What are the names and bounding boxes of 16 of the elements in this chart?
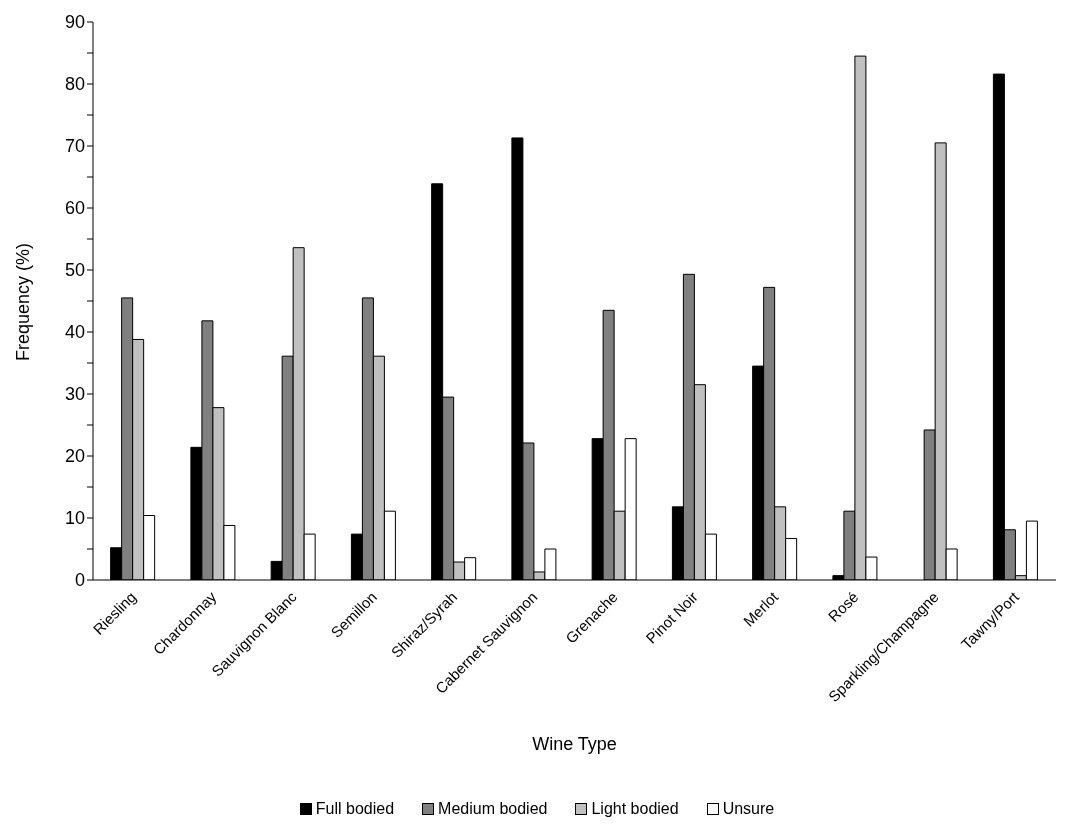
y-tick-label: 0 [74,570,85,591]
y-tick-label: 10 [64,508,85,529]
y-axis-title: Frequency (%) [13,242,34,361]
legend-label: Full bodied [314,800,395,818]
legend-label: Unsure [721,800,775,818]
legend-label: Light bodied [590,800,679,818]
y-tick-label: 90 [64,12,85,33]
y-tick-label: 40 [64,322,85,343]
y-tick-label: 70 [64,136,85,157]
legend-label: Medium bodied [437,800,548,818]
y-tick-label: 30 [64,384,85,405]
y-tick-label: 80 [64,74,85,95]
y-tick-label: 20 [64,446,85,467]
y-tick-label: 60 [64,198,85,219]
x-axis-title: Wine Type [532,734,617,754]
y-tick-label: 50 [64,260,85,281]
